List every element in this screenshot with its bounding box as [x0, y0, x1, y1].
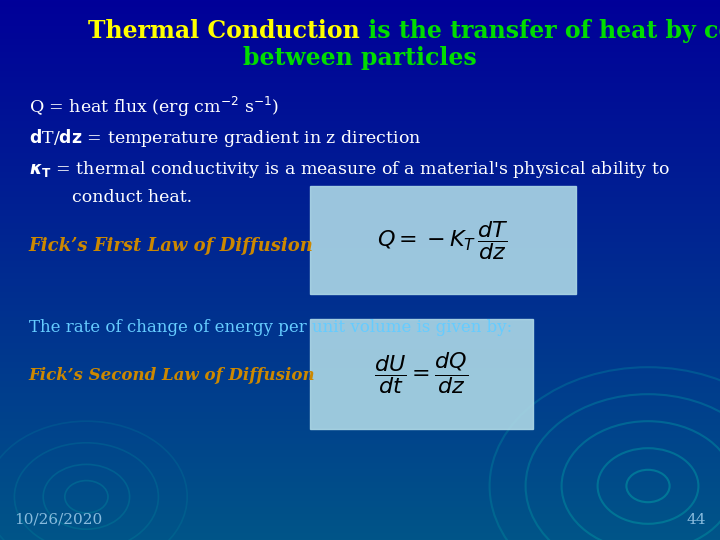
- Text: $\mathbf{d}$T/$\mathbf{dz}$ = temperature gradient in z direction: $\mathbf{d}$T/$\mathbf{dz}$ = temperatur…: [29, 127, 421, 149]
- Text: 44: 44: [686, 512, 706, 526]
- Text: between particles: between particles: [243, 46, 477, 70]
- Text: Thermal Conduction: Thermal Conduction: [89, 19, 360, 43]
- Text: Q = heat flux (erg cm$^{-2}$ s$^{-1}$): Q = heat flux (erg cm$^{-2}$ s$^{-1}$): [29, 94, 279, 119]
- Text: is the transfer of heat by collisions: is the transfer of heat by collisions: [360, 19, 720, 43]
- Text: conduct heat.: conduct heat.: [72, 189, 192, 206]
- Text: $\dfrac{dU}{dt} = \dfrac{dQ}{dz}$: $\dfrac{dU}{dt} = \dfrac{dQ}{dz}$: [374, 349, 468, 396]
- Text: The rate of change of energy per unit volume is given by:: The rate of change of energy per unit vo…: [29, 319, 512, 335]
- FancyBboxPatch shape: [310, 186, 576, 294]
- Text: Fick’s Second Law of Diffusion: Fick’s Second Law of Diffusion: [29, 367, 315, 384]
- Text: $\boldsymbol{\kappa}_\mathbf{T}$ = thermal conductivity is a measure of a materi: $\boldsymbol{\kappa}_\mathbf{T}$ = therm…: [29, 159, 670, 180]
- Text: $Q = -K_T\,\dfrac{dT}{dz}$: $Q = -K_T\,\dfrac{dT}{dz}$: [377, 219, 508, 262]
- FancyBboxPatch shape: [310, 319, 533, 429]
- Text: Fick’s First Law of Diffusion: Fick’s First Law of Diffusion: [29, 237, 314, 255]
- Text: 10/26/2020: 10/26/2020: [14, 512, 103, 526]
